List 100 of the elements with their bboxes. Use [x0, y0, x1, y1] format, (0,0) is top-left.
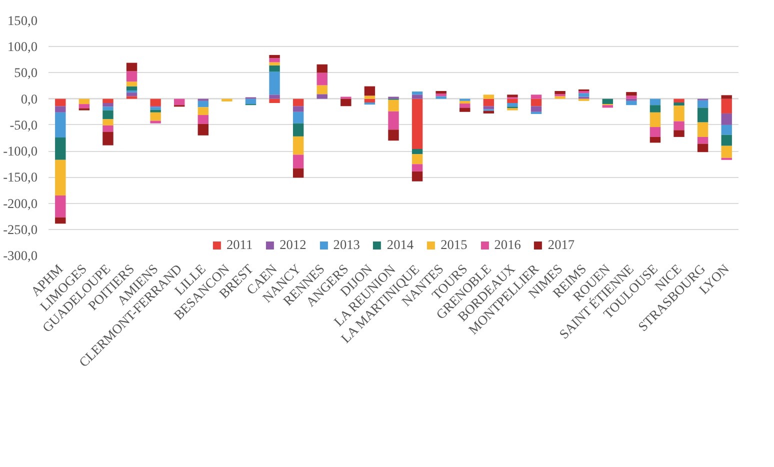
bar	[530, 94, 542, 99]
bar	[602, 98, 613, 104]
bar	[412, 94, 423, 99]
bar	[150, 107, 161, 110]
legend-label: 2012	[280, 237, 306, 253]
bar	[55, 98, 66, 106]
y-tick-label: -200,0	[3, 196, 38, 211]
bar	[388, 130, 399, 141]
bar	[126, 92, 138, 96]
bar	[150, 112, 161, 121]
bar	[292, 136, 304, 155]
y-tick-label: -100,0	[3, 144, 38, 159]
bar	[674, 130, 684, 137]
bar	[721, 98, 732, 114]
bar	[340, 98, 352, 106]
bar	[102, 98, 114, 104]
bar	[78, 98, 90, 104]
bar	[412, 92, 423, 95]
bar	[650, 105, 661, 112]
bar	[602, 105, 613, 108]
bar	[412, 148, 423, 154]
bar	[102, 110, 114, 120]
bar	[650, 136, 661, 143]
bar	[507, 103, 518, 107]
bar	[102, 106, 114, 110]
bar	[388, 100, 399, 112]
bar	[483, 94, 494, 99]
bar	[55, 195, 66, 218]
bar	[483, 110, 494, 114]
bar	[530, 106, 542, 112]
bar	[674, 106, 684, 122]
y-tick-label: 100,0	[8, 39, 38, 54]
bar	[269, 58, 280, 62]
bar	[697, 136, 708, 144]
legend-label: 2016	[494, 237, 521, 253]
bar	[436, 96, 446, 99]
bar	[55, 106, 66, 112]
bar	[721, 95, 732, 99]
y-tick-label: -250,0	[3, 222, 38, 237]
bar	[530, 98, 542, 106]
bar	[126, 90, 138, 93]
bar	[292, 112, 304, 124]
bar	[578, 93, 590, 97]
bar	[674, 102, 684, 106]
bar	[554, 96, 566, 99]
bar	[198, 124, 209, 136]
bar	[316, 94, 328, 99]
bar	[460, 108, 470, 112]
y-tick-label: -50,0	[10, 117, 38, 132]
bar	[697, 100, 708, 108]
bar	[245, 98, 256, 104]
bar	[198, 107, 209, 116]
bar	[721, 124, 732, 135]
legend-label: 2014	[386, 237, 414, 253]
bar	[198, 115, 209, 124]
bar	[222, 98, 232, 102]
bar	[292, 106, 304, 112]
bar	[554, 91, 566, 94]
bar	[198, 100, 209, 108]
bar	[388, 111, 399, 130]
bar	[507, 98, 518, 104]
bar	[55, 160, 66, 196]
bar	[126, 86, 138, 90]
bar	[412, 154, 423, 164]
bar	[436, 91, 446, 94]
bar	[460, 100, 470, 104]
bar	[126, 71, 138, 82]
bar	[697, 122, 708, 137]
bar	[650, 98, 661, 106]
bar	[721, 113, 732, 125]
bar	[102, 132, 114, 146]
bar	[292, 123, 304, 136]
bar	[292, 154, 304, 168]
bar	[269, 72, 280, 95]
bar	[316, 72, 328, 86]
bar	[55, 112, 66, 138]
bar	[269, 62, 280, 66]
bar	[150, 110, 161, 112]
bar	[626, 92, 637, 96]
bar	[126, 82, 138, 86]
bar	[150, 98, 161, 106]
bar	[126, 96, 138, 99]
y-tick-label: -150,0	[3, 170, 38, 185]
bar	[721, 146, 732, 158]
bar	[412, 98, 423, 149]
bar	[269, 65, 280, 72]
bar	[78, 104, 90, 108]
bar	[292, 168, 304, 178]
bar	[55, 137, 66, 160]
y-tick-label: 0,0	[20, 91, 38, 106]
bar	[650, 127, 661, 137]
bar	[674, 121, 684, 130]
y-tick-label: 150,0	[8, 13, 38, 28]
bar	[507, 94, 518, 98]
legend-label: 2015	[440, 237, 468, 253]
bar	[269, 94, 280, 99]
bar	[412, 171, 423, 182]
bar	[483, 106, 494, 110]
legend-label: 2017	[548, 237, 575, 253]
bar	[55, 217, 66, 224]
